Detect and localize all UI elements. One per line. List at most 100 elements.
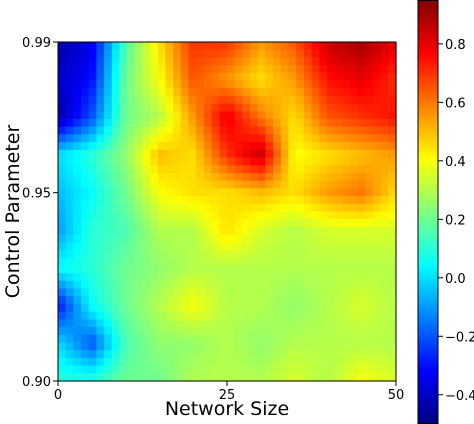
heatmap-cell (388, 303, 397, 313)
heatmap-cell (311, 65, 320, 74)
heatmap-cell (265, 327, 274, 336)
heatmap-cell (96, 219, 105, 228)
heatmap-cell (73, 180, 82, 189)
heatmap-cell (96, 211, 105, 220)
heatmap-cell (372, 95, 382, 105)
heatmap-cell (380, 226, 389, 236)
heatmap-cell (173, 250, 182, 259)
heatmap-cell (280, 80, 290, 89)
heatmap-cell (380, 257, 389, 267)
heatmap-cell (196, 365, 205, 374)
heatmap-cell (96, 334, 105, 344)
colorbar-tick-label: 0.2 (445, 213, 466, 228)
heatmap-cell (265, 149, 274, 159)
heatmap-cell (119, 88, 128, 97)
heatmap-cell (104, 157, 113, 166)
heatmap-cell (311, 226, 320, 236)
heatmap-cell (380, 111, 389, 120)
heatmap-cell (334, 357, 343, 367)
colorbar-segment (418, 229, 438, 234)
heatmap-cell (96, 103, 105, 112)
heatmap-cell (127, 188, 136, 197)
heatmap-cell (88, 172, 98, 182)
heatmap-cell (257, 157, 267, 166)
heatmap-cell (227, 72, 236, 82)
heatmap-cell (211, 157, 220, 166)
heatmap-cell (334, 142, 343, 151)
heatmap-cell (173, 265, 182, 274)
heatmap-cell (303, 165, 313, 174)
heatmap-cell (303, 203, 313, 213)
heatmap-cell (334, 188, 343, 197)
heatmap-cell (111, 303, 121, 313)
heatmap-cell (196, 134, 205, 143)
heatmap-cell (142, 180, 151, 189)
heatmap-cell (142, 334, 151, 344)
heatmap-cell (219, 273, 228, 282)
heatmap-cell (388, 88, 397, 97)
heatmap-cell (280, 172, 290, 182)
heatmap-cell (211, 257, 220, 267)
heatmap-cell (372, 111, 382, 120)
heatmap-cell (180, 119, 190, 128)
heatmap-cell (188, 203, 197, 213)
heatmap-cell (180, 203, 190, 213)
heatmap-cell (349, 365, 359, 374)
heatmap-cell (388, 111, 397, 120)
heatmap-cell (357, 296, 366, 305)
heatmap-cell (134, 134, 144, 143)
heatmap-cell (303, 134, 313, 143)
heatmap-cell (365, 111, 374, 120)
heatmap-cell (157, 303, 167, 313)
heatmap-cell (104, 134, 113, 143)
heatmap-cell (257, 103, 267, 112)
heatmap-cell (73, 373, 82, 382)
heatmap-cell (257, 65, 267, 74)
heatmap-cell (319, 373, 328, 382)
heatmap-cell (250, 303, 259, 313)
heatmap-cell (326, 188, 336, 197)
heatmap-cell (96, 357, 105, 367)
heatmap-cell (319, 196, 328, 205)
heatmap-cell (296, 250, 305, 259)
heatmap-cell (88, 203, 98, 213)
heatmap-cell (296, 303, 305, 313)
heatmap-cell (372, 365, 382, 374)
heatmap-cell (173, 311, 182, 320)
heatmap-cell (326, 296, 336, 305)
heatmap-cell (303, 273, 313, 282)
heatmap-cell (119, 142, 128, 151)
heatmap-cell (242, 226, 251, 236)
heatmap-cell (342, 280, 351, 290)
heatmap-cell (334, 149, 343, 159)
heatmap-cell (265, 242, 274, 251)
heatmap-cell (288, 126, 297, 136)
heatmap-cell (349, 149, 359, 159)
heatmap-cell (219, 365, 228, 374)
heatmap-cell (219, 126, 228, 136)
heatmap-cell (119, 357, 128, 367)
heatmap-cell (88, 49, 98, 58)
heatmap-cell (288, 172, 297, 182)
heatmap-cell (81, 273, 90, 282)
heatmap-cell (119, 149, 128, 159)
heatmap-cell (165, 42, 174, 51)
heatmap-cell (188, 172, 197, 182)
heatmap-cell (265, 250, 274, 259)
heatmap-cell (134, 342, 144, 351)
heatmap-cell (303, 211, 313, 220)
heatmap-cell (242, 219, 251, 228)
heatmap-cell (203, 172, 213, 182)
heatmap-cell (58, 111, 67, 120)
heatmap-cell (265, 88, 274, 97)
heatmap-cell (349, 288, 359, 297)
heatmap-cell (65, 95, 74, 105)
colorbar-segment (418, 261, 438, 266)
heatmap-cell (96, 134, 105, 143)
heatmap-cell (372, 265, 382, 274)
heatmap-cell (273, 273, 282, 282)
heatmap-cell (58, 342, 67, 351)
colorbar-segment (418, 70, 438, 75)
colorbar-segment (418, 60, 438, 65)
heatmap-cell (234, 327, 243, 336)
